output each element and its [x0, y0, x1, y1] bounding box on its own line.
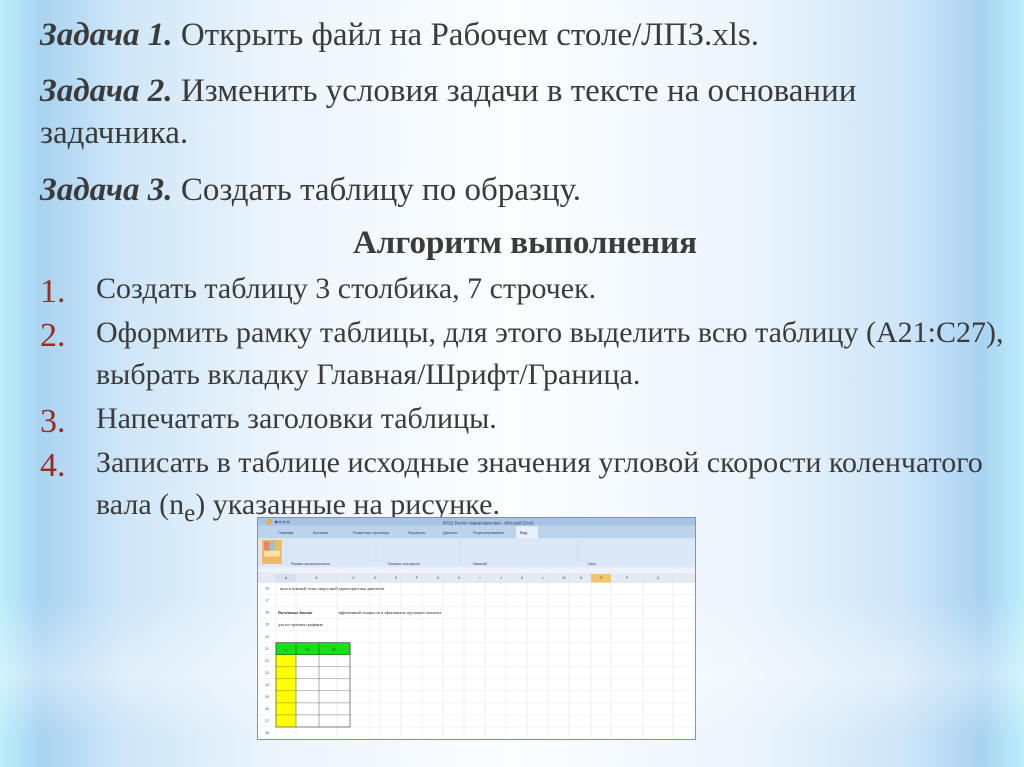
svg-text:эффективной мощности и эфектив: эффективной мощности и эфективного крутя… — [338, 610, 441, 615]
svg-text:Главная: Главная — [278, 530, 293, 535]
svg-text:для построения графиков:: для построения графиков: — [278, 622, 324, 627]
svg-text:Окно: Окно — [588, 562, 596, 566]
svg-text:25: 25 — [265, 695, 269, 699]
svg-text:H: H — [458, 576, 461, 580]
svg-text:27: 27 — [265, 719, 269, 723]
svg-text:J: J — [500, 576, 502, 580]
svg-text:Масштаб: Масштаб — [473, 562, 487, 566]
svg-text:Расчетные данные: Расчетные данные — [278, 610, 313, 615]
svg-text:Формулы: Формулы — [408, 530, 426, 535]
svg-text:Вид: Вид — [520, 530, 528, 535]
svg-text:16: 16 — [265, 587, 269, 591]
svg-text:20: 20 — [265, 635, 269, 639]
svg-text:24: 24 — [265, 683, 269, 687]
svg-text:Ne: Ne — [305, 648, 310, 652]
svg-text:O: O — [600, 576, 603, 580]
svg-text:Мс: Мс — [332, 648, 337, 652]
svg-text:I: I — [480, 576, 481, 580]
svg-text:ЛПЗ2 Расчет характеристики - M: ЛПЗ2 Расчет характеристики - Microsoft E… — [443, 521, 534, 526]
svg-text:Режимы просмотра книги: Режимы просмотра книги — [291, 562, 330, 566]
svg-text:вала в искомой точке скоростно: вала в искомой точке скоростной характер… — [280, 586, 385, 591]
svg-text:Q: Q — [657, 576, 660, 580]
svg-text:M: M — [563, 576, 566, 580]
svg-text:21: 21 — [265, 647, 269, 651]
svg-text:26: 26 — [265, 707, 269, 711]
svg-text:D: D — [374, 576, 377, 580]
svg-text:C: C — [352, 576, 355, 580]
svg-text:18: 18 — [265, 611, 269, 615]
svg-text:Данные: Данные — [443, 530, 458, 535]
svg-text:Рецензирование: Рецензирование — [473, 530, 505, 535]
svg-text:Показать или скрыть: Показать или скрыть — [388, 562, 420, 566]
svg-text:G: G — [437, 576, 440, 580]
svg-text:28: 28 — [265, 731, 269, 735]
svg-text:Разметка страницы: Разметка страницы — [353, 530, 389, 535]
svg-text:17: 17 — [265, 599, 269, 603]
svg-text:19: 19 — [265, 623, 269, 627]
svg-text:N: N — [580, 576, 583, 580]
svg-text:23: 23 — [265, 671, 269, 675]
svg-text:22: 22 — [265, 659, 269, 663]
svg-text:Вставка: Вставка — [313, 530, 329, 535]
svg-text:L: L — [542, 576, 544, 580]
